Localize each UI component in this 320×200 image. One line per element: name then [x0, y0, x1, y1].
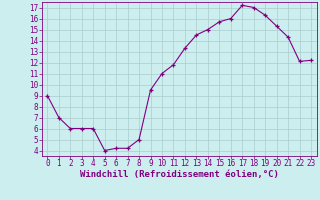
- X-axis label: Windchill (Refroidissement éolien,°C): Windchill (Refroidissement éolien,°C): [80, 170, 279, 179]
